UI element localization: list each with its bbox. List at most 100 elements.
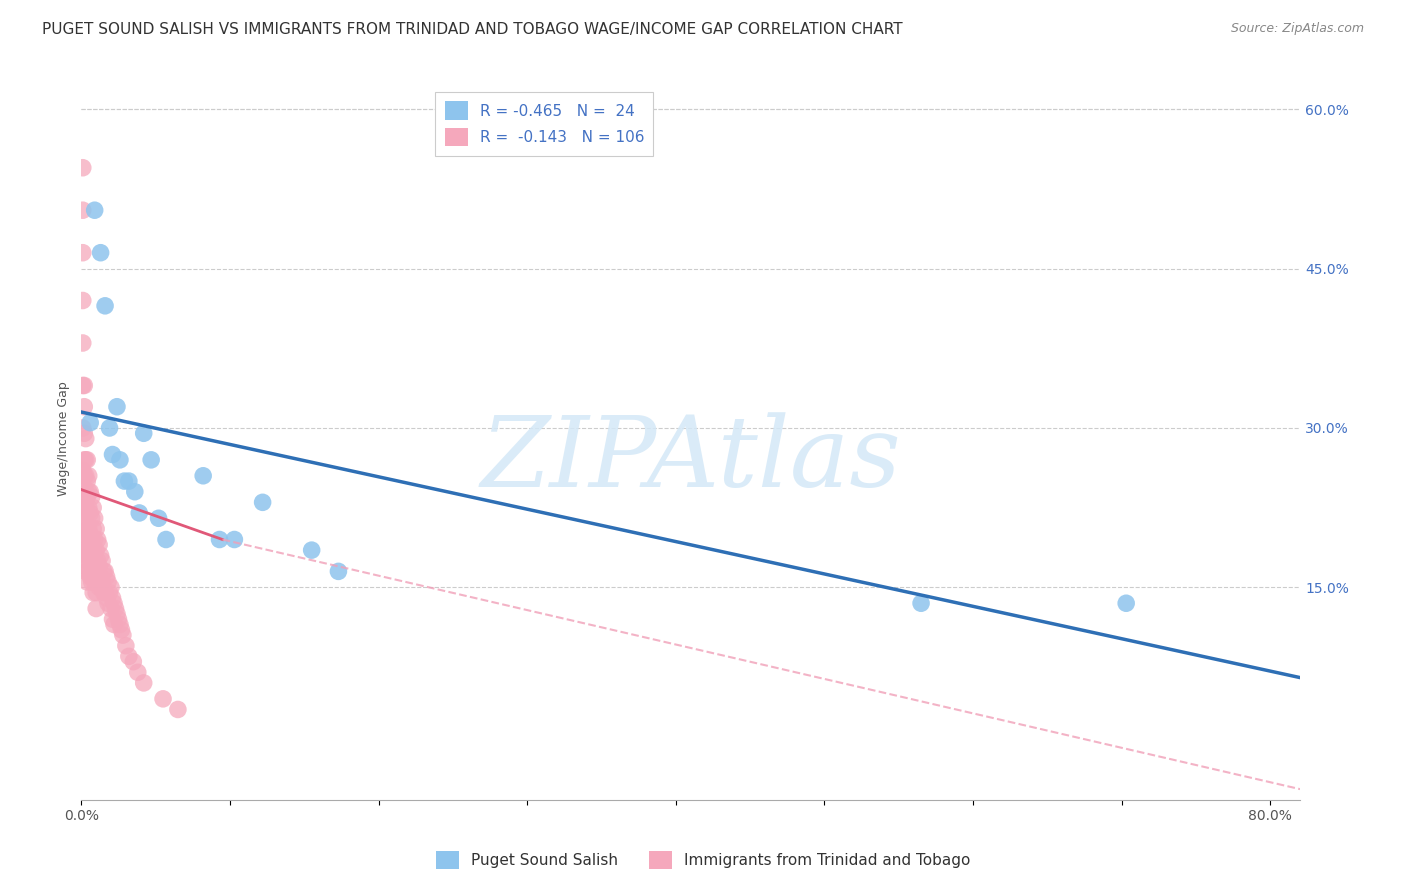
Point — [167, 702, 190, 716]
Point — [84, 601, 107, 615]
Point — [97, 574, 120, 589]
Point — [94, 585, 117, 599]
Point — [75, 516, 97, 531]
Point — [122, 655, 145, 669]
Point — [84, 585, 107, 599]
Point — [73, 559, 96, 574]
Point — [72, 203, 94, 218]
Legend: R = -0.465   N =  24, R =  -0.143   N = 106: R = -0.465 N = 24, R = -0.143 N = 106 — [436, 92, 654, 155]
Point — [118, 474, 141, 488]
Point — [100, 601, 122, 615]
Point — [128, 506, 150, 520]
Point — [101, 591, 124, 605]
Text: Source: ZipAtlas.com: Source: ZipAtlas.com — [1230, 22, 1364, 36]
Point — [90, 245, 112, 260]
Point — [132, 426, 155, 441]
Text: ZIPAtlas: ZIPAtlas — [481, 413, 901, 508]
Point — [93, 565, 115, 579]
Point — [80, 533, 103, 547]
Point — [110, 623, 132, 637]
Point — [1115, 596, 1137, 610]
Point — [94, 565, 117, 579]
Point — [115, 639, 138, 653]
Point — [84, 565, 107, 579]
Point — [107, 612, 129, 626]
Point — [91, 574, 114, 589]
Point — [72, 463, 94, 477]
Point — [82, 565, 104, 579]
Point — [73, 490, 96, 504]
Point — [96, 591, 118, 605]
Point — [328, 565, 350, 579]
Point — [72, 293, 94, 308]
Point — [84, 522, 107, 536]
Point — [108, 453, 131, 467]
Point — [105, 607, 128, 621]
Point — [80, 574, 103, 589]
Point — [111, 628, 134, 642]
Point — [75, 484, 97, 499]
Point — [79, 527, 101, 541]
Point — [83, 533, 105, 547]
Point — [141, 453, 163, 467]
Point — [75, 432, 97, 446]
Point — [72, 161, 94, 175]
Point — [80, 490, 103, 504]
Point — [100, 580, 122, 594]
Point — [152, 691, 174, 706]
Point — [127, 665, 149, 680]
Point — [83, 203, 105, 218]
Point — [80, 554, 103, 568]
Point — [77, 500, 100, 515]
Point — [83, 511, 105, 525]
Point — [72, 543, 94, 558]
Point — [89, 580, 111, 594]
Legend: Puget Sound Salish, Immigrants from Trinidad and Tobago: Puget Sound Salish, Immigrants from Trin… — [430, 845, 976, 875]
Point — [72, 336, 94, 351]
Point — [90, 570, 112, 584]
Point — [77, 543, 100, 558]
Point — [79, 416, 101, 430]
Point — [76, 506, 98, 520]
Point — [82, 500, 104, 515]
Point — [90, 549, 112, 563]
Point — [72, 500, 94, 515]
Point — [94, 299, 117, 313]
Point — [124, 484, 146, 499]
Point — [76, 474, 98, 488]
Point — [105, 400, 128, 414]
Point — [118, 649, 141, 664]
Y-axis label: Wage/Income Gap: Wage/Income Gap — [58, 381, 70, 496]
Point — [224, 533, 246, 547]
Point — [208, 533, 231, 547]
Point — [252, 495, 274, 509]
Point — [73, 378, 96, 392]
Point — [73, 453, 96, 467]
Point — [108, 617, 131, 632]
Point — [103, 596, 125, 610]
Point — [91, 554, 114, 568]
Point — [76, 527, 98, 541]
Point — [112, 474, 135, 488]
Point — [101, 612, 124, 626]
Point — [73, 400, 96, 414]
Point — [72, 522, 94, 536]
Point — [77, 522, 100, 536]
Point — [76, 490, 98, 504]
Point — [132, 676, 155, 690]
Point — [84, 543, 107, 558]
Point — [75, 468, 97, 483]
Point — [101, 448, 124, 462]
Point — [79, 570, 101, 584]
Point — [83, 554, 105, 568]
Point — [73, 543, 96, 558]
Point — [75, 565, 97, 579]
Point — [86, 554, 108, 568]
Point — [98, 585, 121, 599]
Point — [72, 479, 94, 493]
Point — [103, 617, 125, 632]
Point — [75, 500, 97, 515]
Text: PUGET SOUND SALISH VS IMMIGRANTS FROM TRINIDAD AND TOBAGO WAGE/INCOME GAP CORREL: PUGET SOUND SALISH VS IMMIGRANTS FROM TR… — [42, 22, 903, 37]
Point — [79, 506, 101, 520]
Point — [82, 522, 104, 536]
